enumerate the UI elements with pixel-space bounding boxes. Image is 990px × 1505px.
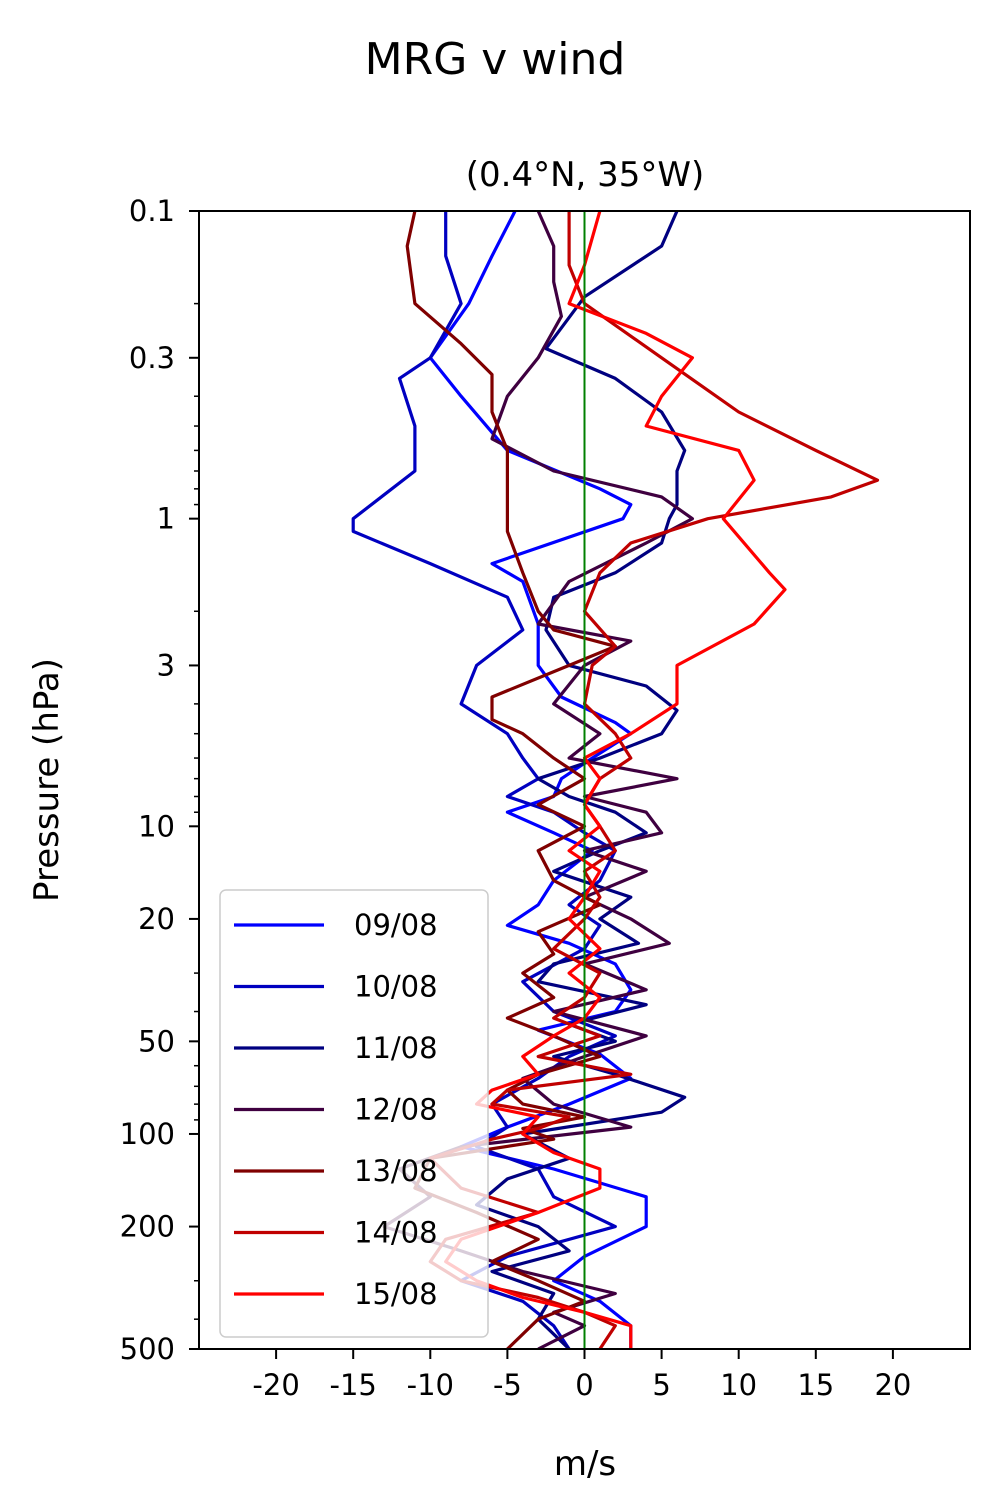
y-tick-label: 20 <box>138 902 175 936</box>
y-axis-ticks: 0.1 0.3 1 3 10 20 50 100 200 500 <box>120 194 199 1366</box>
legend-label: 11/08 <box>354 1031 438 1065</box>
legend-label: 09/08 <box>354 908 438 942</box>
series-line-3 <box>475 211 687 1349</box>
y-tick-label: 3 <box>157 648 175 682</box>
chart-title: MRG v wind <box>365 34 626 85</box>
x-tick-label: 15 <box>797 1368 834 1402</box>
x-tick-label: 5 <box>652 1368 670 1402</box>
series-line-1 <box>428 211 648 1349</box>
plot-area <box>351 211 880 1349</box>
legend-label: 14/08 <box>354 1216 438 1250</box>
y-tick-label: 200 <box>120 1210 175 1244</box>
x-axis-ticks: -20 -15 -10 -5 0 5 10 15 20 <box>252 1349 911 1402</box>
legend-label: 13/08 <box>354 1154 438 1188</box>
y-axis-label: Pressure (hPa) <box>27 658 67 902</box>
x-tick-label: 0 <box>575 1368 593 1402</box>
legend-label: 15/08 <box>354 1277 438 1311</box>
y-tick-label: 10 <box>138 809 175 843</box>
y-tick-label: 100 <box>120 1117 175 1151</box>
y-tick-label: 50 <box>138 1024 175 1058</box>
x-tick-label: -10 <box>407 1368 454 1402</box>
legend-label: 12/08 <box>354 1093 438 1127</box>
y-tick-label: 0.1 <box>129 194 175 228</box>
x-tick-label: -5 <box>493 1368 522 1402</box>
y-tick-label: 0.3 <box>129 341 175 375</box>
axes-subtitle: (0.4°N, 35°W) <box>466 155 705 195</box>
x-axis-label: m/s <box>554 1444 616 1484</box>
x-tick-label: 10 <box>720 1368 757 1402</box>
x-tick-label: -15 <box>330 1368 377 1402</box>
x-tick-label: 20 <box>874 1368 911 1402</box>
series-line-7 <box>444 211 787 1349</box>
legend-label: 10/08 <box>354 970 438 1004</box>
y-tick-label: 500 <box>120 1332 175 1366</box>
legend: 09/08 10/08 11/08 12/08 13/08 14/08 15/08 <box>219 889 489 1338</box>
x-tick-label: -20 <box>252 1368 299 1402</box>
series-line-6 <box>428 211 880 1349</box>
y-tick-label: 1 <box>157 502 175 536</box>
legend-box <box>219 889 489 1338</box>
